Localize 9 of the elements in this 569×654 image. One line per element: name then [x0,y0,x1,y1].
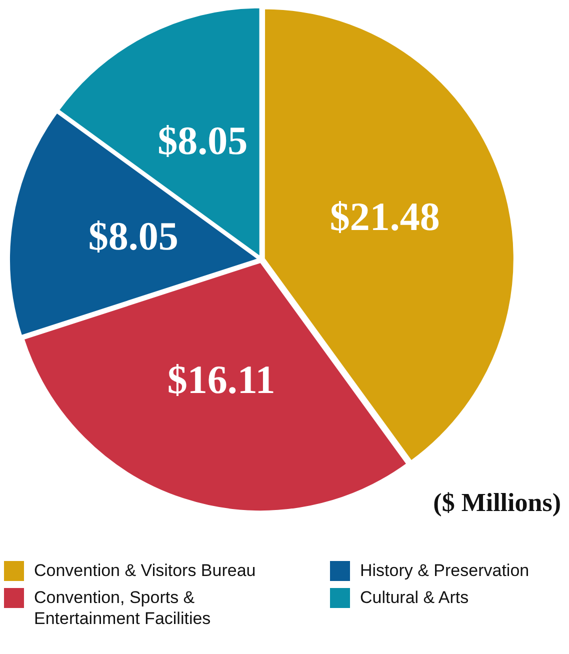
legend-label: History & Preservation [360,560,530,581]
legend-label: Convention & Visitors Bureau [34,560,256,581]
data-label: $21.48 [330,194,440,239]
text: ($ Millions) [433,488,561,518]
legend-label: Cultural & Arts [360,587,469,608]
data-label: $8.05 [158,118,248,164]
data-label: $16.11 [167,357,276,402]
legend-label: Convention, Sports & Entertainment Facilities [34,587,212,629]
data-label: $8.05 [88,213,178,258]
